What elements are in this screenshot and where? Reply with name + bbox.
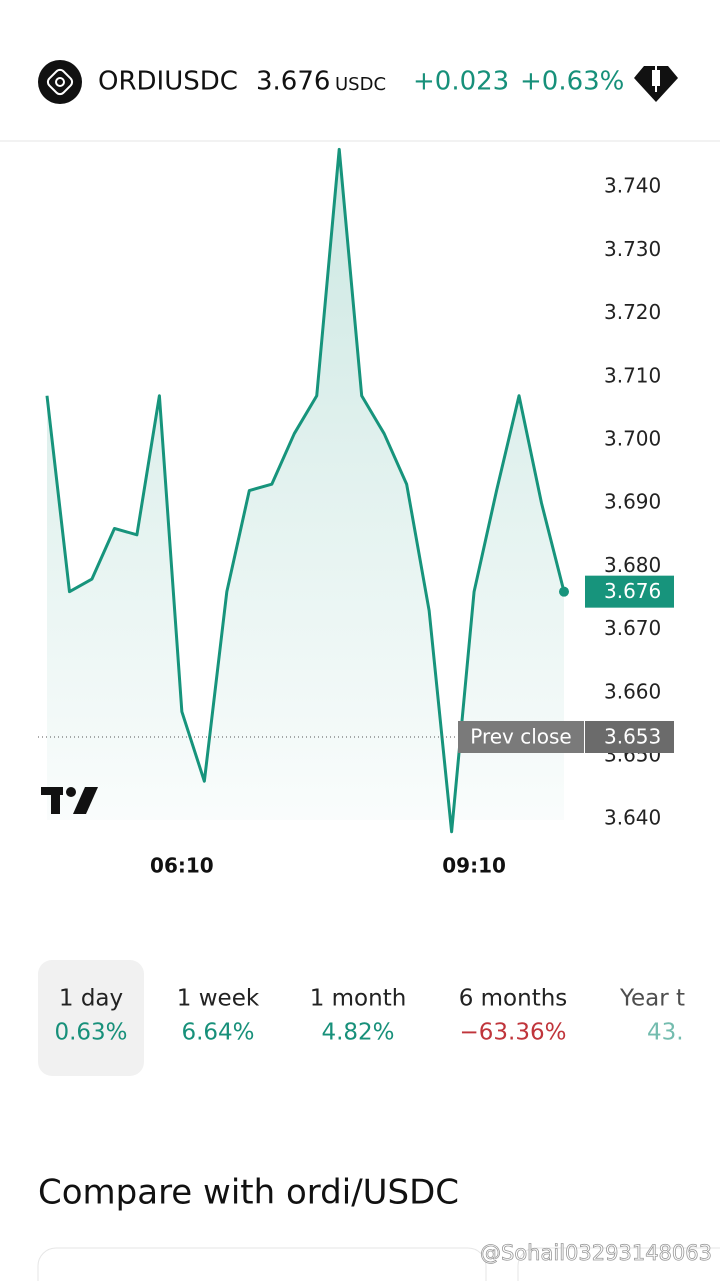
compare-title: Compare with ordi/USDC <box>38 1173 459 1213</box>
y-tick-label: 3.670 <box>604 616 661 640</box>
last-price-tag <box>585 575 674 608</box>
period-change[interactable]: −63.36% <box>460 1020 567 1046</box>
change: +0.023 <box>413 67 509 97</box>
price-line <box>45 147 566 834</box>
y-tick-label: 3.720 <box>604 300 661 324</box>
change-pct: +0.63% <box>520 67 624 97</box>
y-tick-label: 3.700 <box>604 426 661 450</box>
last-price-label: 3.676 <box>604 579 661 603</box>
last-point <box>559 586 569 597</box>
y-tick-label: 3.640 <box>604 806 661 830</box>
y-tick-label: 3.730 <box>604 237 661 261</box>
compare-card[interactable] <box>517 1247 720 1281</box>
x-tick-label: 06:10 <box>150 854 214 878</box>
period-change[interactable]: 43. <box>647 1020 684 1046</box>
icon-shape <box>55 77 65 87</box>
watermark: @Sohail03293148063 <box>480 1241 712 1265</box>
settings-icon[interactable] <box>38 60 82 104</box>
period-label[interactable]: 1 day <box>59 986 123 1012</box>
period-change[interactable]: 4.82% <box>321 1020 394 1046</box>
y-tick-label: 3.680 <box>604 553 661 577</box>
period-label[interactable]: 1 week <box>177 986 260 1012</box>
period-label[interactable]: 6 months <box>459 986 568 1012</box>
chart: 3.6403.6503.6603.6703.6803.6903.7003.710… <box>38 147 674 878</box>
selected-tab <box>38 960 144 1076</box>
y-tick-label: 3.660 <box>604 679 661 703</box>
compare-card[interactable] <box>37 1247 487 1281</box>
y-tick-label: 3.710 <box>604 363 661 387</box>
icon-shape <box>46 68 74 96</box>
price: 3.676 <box>256 67 330 97</box>
period-change[interactable]: 0.63% <box>54 1020 127 1046</box>
y-tick-label: 3.690 <box>604 490 661 514</box>
period-tabs: 1 day 0.63% 1 week 6.64% 1 month 4.82% 6 month… <box>54 986 685 1046</box>
currency: USDC <box>335 74 386 95</box>
symbol: ORDIUSDC <box>98 67 238 97</box>
prev-close-tag <box>458 720 584 753</box>
prev-close-value-tag <box>585 720 674 753</box>
prev-close-label: Prev close <box>470 724 572 748</box>
y-tick-label: 3.740 <box>604 174 661 198</box>
period-change[interactable]: 6.64% <box>181 1020 254 1046</box>
period-label[interactable]: 1 month <box>310 986 407 1012</box>
x-tick-label: 09:10 <box>442 854 506 878</box>
period-label[interactable]: Year t <box>619 986 685 1012</box>
area <box>47 149 564 832</box>
logo <box>41 787 98 814</box>
prev-close-value: 3.653 <box>604 724 661 748</box>
